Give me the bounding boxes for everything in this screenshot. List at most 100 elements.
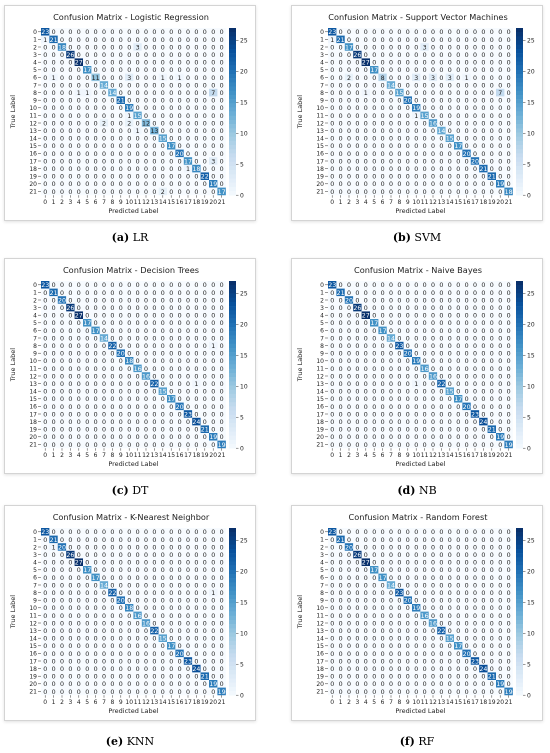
cell-value: 0 [77, 396, 81, 403]
heatmap-cell [479, 303, 488, 312]
panel-lr: Confusion Matrix - Logistic Regression 23… [4, 5, 256, 221]
cell-value: 0 [110, 189, 114, 196]
heatmap-cell [108, 134, 117, 143]
cell-value: 0 [364, 75, 368, 82]
cell-value: 0 [372, 181, 376, 188]
heatmap-cell [504, 341, 513, 350]
cell-value: 0 [68, 605, 72, 612]
heatmap-cell [403, 387, 413, 396]
cell-value: 0 [465, 297, 469, 304]
cell-value: 0 [203, 44, 207, 51]
caption-letter: (d) [397, 484, 416, 497]
cell-value: 0 [127, 128, 131, 135]
cell-value: 0 [178, 389, 182, 396]
caption-text: SVM [414, 231, 442, 244]
heatmap-cell [428, 334, 438, 342]
heatmap-cell [175, 349, 184, 358]
cell-value: 0 [127, 552, 131, 559]
heatmap-cell [462, 303, 471, 312]
heatmap-cell [403, 28, 413, 36]
cell-value: 0 [152, 320, 156, 327]
heatmap-cell [150, 142, 159, 150]
cell-value: 0 [473, 181, 477, 188]
heatmap-cell [83, 296, 92, 304]
colorbar-tick-label: 10 [240, 383, 248, 390]
heatmap-cell [183, 66, 193, 74]
heatmap-cell [125, 357, 134, 365]
y-tick-label: 20 [29, 181, 37, 188]
heatmap-cell [150, 604, 159, 612]
cell-value: 0 [339, 389, 343, 396]
x-tick-label: 15 [167, 452, 175, 459]
heatmap-cell [200, 43, 210, 51]
heatmap-cell [454, 119, 463, 127]
heatmap-cell [504, 164, 513, 173]
heatmap-cell [462, 43, 471, 51]
heatmap-cell [91, 187, 100, 196]
heatmap-cell [470, 111, 480, 120]
cell-value: 0 [161, 404, 165, 411]
colorbar-segment [516, 297, 523, 303]
heatmap-cell [462, 28, 471, 36]
heatmap-cell [328, 417, 337, 426]
heatmap-cell [116, 604, 126, 612]
cell-value: 0 [439, 67, 443, 74]
heatmap-cell [167, 334, 176, 342]
cell-value: 0 [372, 174, 376, 181]
cell-value: 0 [397, 358, 401, 365]
cell-value: 0 [144, 128, 148, 135]
heatmap-cell [412, 35, 421, 44]
cell-value: 0 [68, 166, 72, 173]
heatmap-cell [336, 149, 345, 158]
cell-value: 0 [397, 174, 401, 181]
cell-value: 0 [481, 335, 485, 342]
heatmap-cell [370, 410, 379, 418]
heatmap-cell [209, 543, 218, 551]
heatmap-cell [99, 528, 109, 536]
colorbar-segment [229, 423, 236, 428]
heatmap-cell [361, 334, 371, 342]
cell-value: 0 [339, 113, 343, 120]
heatmap-cell [445, 66, 455, 74]
cell-value: 0 [448, 151, 452, 158]
heatmap-cell [487, 157, 497, 165]
heatmap-cell [328, 357, 337, 365]
cell-value: 0 [355, 297, 359, 304]
heatmap-cell [487, 119, 497, 127]
cell-value: 0 [186, 373, 190, 380]
cell-value: 0 [355, 396, 359, 403]
heatmap-cell [141, 402, 151, 411]
caption-nb: (d) NB [291, 484, 543, 497]
cell-value: 0 [389, 98, 393, 105]
heatmap-cell [420, 349, 429, 358]
cell-value: 0 [110, 82, 114, 89]
cell-value: 17 [167, 396, 175, 403]
cell-value: 0 [347, 320, 351, 327]
heatmap-cell [370, 50, 379, 59]
cell-value: 1 [43, 37, 47, 44]
cell-value: 0 [465, 82, 469, 89]
cell-value: 0 [127, 582, 131, 589]
heatmap-cell [445, 281, 455, 289]
cell-value: 0 [481, 113, 485, 120]
cell-value: 0 [456, 181, 460, 188]
heatmap-cell [57, 440, 67, 449]
heatmap-cell [99, 588, 109, 597]
heatmap-cell [428, 281, 438, 289]
heatmap-cell [412, 395, 421, 403]
cell-value: 0 [144, 396, 148, 403]
colorbar-segment [516, 48, 523, 54]
heatmap-cell [183, 349, 193, 358]
cell-value: 15 [159, 136, 167, 143]
cell-value: 0 [347, 151, 351, 158]
heatmap-cell [116, 104, 126, 112]
heatmap-cell [378, 180, 387, 188]
heatmap-cell [91, 180, 100, 188]
heatmap-cell [353, 58, 362, 67]
heatmap-cell [336, 180, 345, 188]
cell-value: 0 [423, 98, 427, 105]
cell-value: 0 [481, 52, 485, 59]
cell-value: 0 [161, 427, 165, 434]
cell-value: 0 [397, 166, 401, 173]
cell-value: 0 [397, 427, 401, 434]
